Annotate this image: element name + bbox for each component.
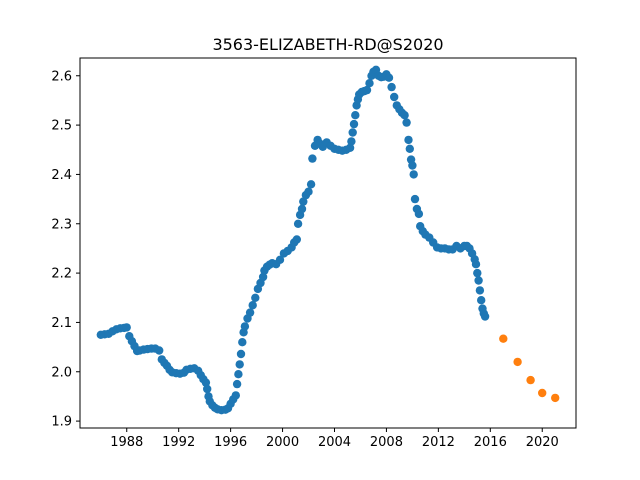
x-tick-label: 2016 [474, 435, 507, 450]
x-tick-label: 2004 [318, 435, 351, 450]
observed-point [477, 296, 486, 305]
x-tick-label: 2008 [370, 435, 403, 450]
observed-point [351, 111, 360, 120]
observed-point [299, 197, 308, 206]
y-tick-label: 2.5 [51, 119, 72, 134]
observed-point [365, 79, 374, 88]
observed-point [122, 323, 131, 332]
data-marks [96, 65, 560, 415]
observed-point [240, 322, 250, 331]
x-tick-label: 1988 [110, 435, 143, 450]
observed-point [236, 349, 246, 359]
observed-point [258, 272, 268, 282]
observed-point [408, 161, 417, 170]
observed-point [409, 170, 418, 179]
observed-point [475, 286, 485, 295]
observed-point [231, 391, 240, 400]
y-tick-label: 2.1 [51, 316, 72, 331]
observed-point [201, 378, 211, 387]
observed-point [155, 346, 164, 355]
observed-point [384, 73, 394, 82]
forecast-point [538, 388, 547, 398]
observed-point [292, 235, 301, 244]
observed-point [232, 379, 242, 389]
y-tick-label: 2.0 [51, 365, 72, 380]
observed-point [387, 82, 396, 92]
observed-point [251, 293, 260, 302]
observed-point [348, 128, 357, 137]
observed-point [349, 119, 359, 129]
forecast-point [526, 375, 535, 385]
x-tick-label: 1996 [214, 435, 247, 450]
observed-point [471, 260, 481, 269]
observed-point [245, 308, 255, 317]
y-tick-label: 1.9 [51, 415, 72, 430]
observed-point [400, 111, 409, 120]
observed-point [238, 338, 247, 347]
chart-title: 3563-ELIZABETH-RD@S2020 [212, 35, 443, 54]
observed-point [308, 154, 317, 163]
y-tick-label: 2.6 [51, 69, 72, 84]
observed-point [235, 360, 244, 369]
plot-frame [79, 57, 577, 429]
axes: 1988 1992 1996 2000 2004 2008 2012 2016 2020 1.9 2… [51, 69, 558, 450]
y-tick-label: 2.4 [51, 168, 72, 183]
observed-point [345, 143, 355, 152]
y-tick-label: 2.2 [51, 267, 72, 282]
forecast-point [513, 357, 522, 367]
observed-point [304, 187, 313, 196]
plot-area [80, 58, 576, 428]
observed-point [405, 144, 414, 153]
observed-point [293, 219, 303, 228]
x-tick-label: 2012 [422, 435, 455, 450]
observed-point [297, 204, 307, 214]
x-tick-label: 2000 [266, 435, 299, 450]
observed-point [480, 312, 490, 321]
observed-point [306, 180, 316, 189]
observed-point [474, 276, 483, 285]
observed-point [203, 384, 212, 394]
observed-point [347, 137, 356, 146]
observed-point [390, 92, 399, 102]
observed-point [402, 118, 411, 127]
observed-point [404, 135, 413, 145]
observed-point [362, 85, 372, 95]
observed-point [275, 255, 285, 264]
y-tick-label: 2.3 [51, 217, 72, 232]
observed-point [473, 268, 482, 278]
x-tick-label: 1992 [162, 435, 195, 450]
observed-point [234, 370, 243, 379]
x-tick-label: 2020 [526, 435, 559, 450]
forecast-point [499, 334, 508, 343]
observed-point [414, 209, 424, 219]
observed-point [410, 194, 420, 204]
forecast-point [551, 393, 560, 403]
observed-point [248, 301, 257, 310]
